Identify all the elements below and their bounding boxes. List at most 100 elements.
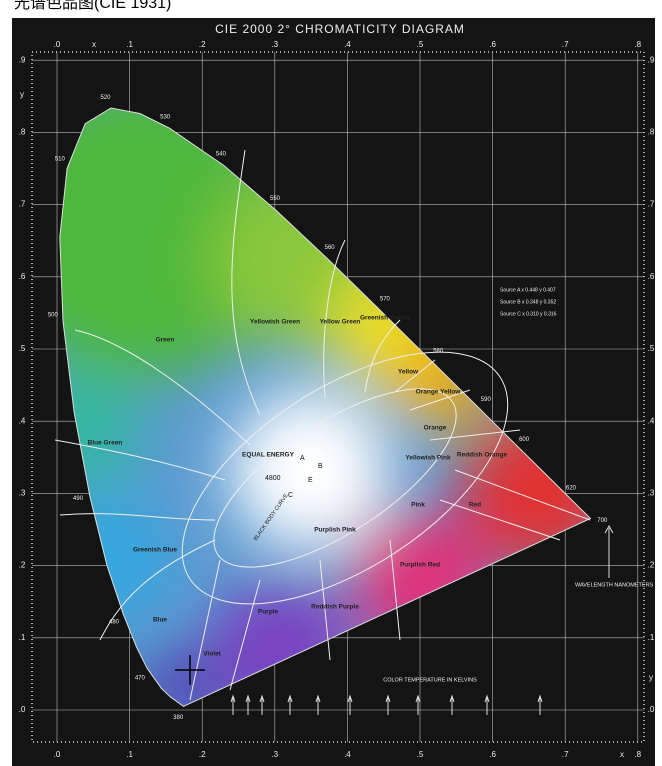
region-label: Reddish Purple: [311, 604, 359, 611]
region-label: Green: [156, 337, 175, 344]
x-tick-label: .8: [634, 40, 641, 49]
wavelength-label: 560: [325, 245, 336, 251]
region-label: Blue: [153, 617, 167, 624]
wavelength-label: 480: [109, 619, 120, 625]
temp-arrow: [415, 694, 421, 715]
temp-arrow: [537, 694, 543, 715]
region-label: Purplish Red: [400, 562, 440, 569]
y-tick-label: .2: [648, 561, 655, 570]
wavelength-label: 380: [173, 715, 184, 721]
region-boundaries: [54, 149, 591, 701]
y-tick-label: .1: [19, 633, 26, 642]
y-tick-label: .4: [648, 416, 655, 425]
wavelength-label: 530: [160, 114, 171, 120]
x-tick-label: .6: [489, 40, 496, 49]
x-tick-label: .3: [271, 40, 278, 49]
point-label: A: [300, 455, 305, 462]
x-tick-label: .5: [417, 750, 424, 759]
temp-arrow: [347, 694, 353, 715]
temp-arrow: [287, 694, 293, 715]
y-tick-label: .7: [648, 200, 655, 209]
region-label: EQUAL ENERGY: [242, 452, 295, 459]
x-axis-name: x: [92, 40, 96, 49]
region-label: Orange: [424, 425, 447, 432]
region-label: Greenish Blue: [133, 547, 177, 554]
y-tick-label: .8: [648, 128, 655, 137]
y-tick-label: .6: [19, 272, 26, 281]
region-label: Violet: [203, 651, 221, 658]
region-label: Purplish Pink: [314, 527, 356, 534]
y-tick-label: .9: [648, 55, 655, 64]
region-label: Yellow: [398, 369, 419, 376]
region-label: Orange Yellow: [416, 389, 462, 396]
temp-arrow: [230, 694, 236, 715]
caption: 光谱色品图(CIE 1931): [14, 0, 171, 12]
x-tick-label: .2: [199, 40, 206, 49]
temp-arrow: [484, 694, 490, 715]
y-tick-label: .0: [19, 705, 26, 714]
x-tick-label: .6: [489, 750, 496, 759]
source-line: Source C x 0.310 y 0.316: [500, 311, 557, 317]
wavelength-label: 510: [55, 156, 66, 162]
point-label: C: [288, 492, 293, 499]
region-label: Yellowish Pink: [405, 455, 451, 462]
wavelength-label: 550: [270, 196, 281, 202]
wavelength-label: 520: [100, 95, 111, 101]
wavelength-label: 600: [519, 437, 530, 443]
point-label: 4800: [265, 475, 281, 482]
region-label: Red: [469, 502, 481, 509]
temp-arrow: [259, 694, 265, 715]
x-axis-name: x: [620, 750, 624, 759]
x-tick-label: .5: [417, 40, 424, 49]
y-tick-label: .5: [648, 344, 655, 353]
temp-arrow: [385, 694, 391, 715]
frame: [31, 51, 645, 743]
cursor: [175, 655, 205, 685]
y-tick-label: .6: [648, 272, 655, 281]
y-tick-label: .3: [648, 489, 655, 498]
region-label: Purple: [258, 609, 279, 616]
region-label: Yellow Green: [320, 319, 361, 326]
wavelength-label: 620: [566, 486, 577, 492]
y-tick-label: .8: [19, 128, 26, 137]
wavelength-label: 700: [597, 518, 608, 524]
x-tick-label: .8: [634, 750, 641, 759]
region-label: Blue Green: [88, 440, 123, 447]
temp-arrow: [315, 694, 321, 715]
temp-arrow: [449, 694, 455, 715]
y-tick-label: .5: [19, 344, 26, 353]
temp-arrow: [245, 694, 251, 715]
y-axis-name: y: [649, 673, 653, 682]
x-tick-label: .2: [199, 750, 206, 759]
x-tick-label: .1: [126, 750, 133, 759]
x-tick-label: .7: [562, 750, 569, 759]
y-tick-label: .0: [648, 705, 655, 714]
spectral-locus: [59, 107, 592, 707]
wavelength-label: 570: [380, 296, 391, 302]
y-tick-label: .3: [19, 489, 26, 498]
x-tick-label: .0: [54, 750, 61, 759]
source-line: Source B x 0.348 y 0.352: [500, 299, 556, 305]
wavelength-label: 490: [73, 496, 84, 502]
arrow: [604, 524, 614, 578]
y-tick-label: .7: [19, 200, 26, 209]
point-label: B: [318, 463, 323, 470]
wavelength-note: WAVELENGTH NANOMETERS: [575, 582, 654, 588]
region-label: Pink: [411, 502, 425, 509]
y-axis-name: y: [20, 90, 24, 99]
wavelength-label: 580: [433, 348, 444, 354]
wavelength-label: 470: [135, 675, 146, 681]
point-label: E: [308, 477, 313, 484]
x-tick-label: .7: [562, 40, 569, 49]
y-tick-label: .9: [19, 55, 26, 64]
y-tick-label: .1: [648, 633, 655, 642]
x-tick-label: .0: [54, 40, 61, 49]
x-tick-label: .1: [126, 40, 133, 49]
wavelength-label: 500: [48, 312, 59, 318]
region-label: Reddish Orange: [457, 452, 508, 459]
x-tick-label: .4: [344, 750, 351, 759]
y-tick-label: .4: [19, 416, 26, 425]
wavelength-label: 590: [481, 397, 492, 403]
region-label: Greenish Yellow: [360, 315, 411, 322]
